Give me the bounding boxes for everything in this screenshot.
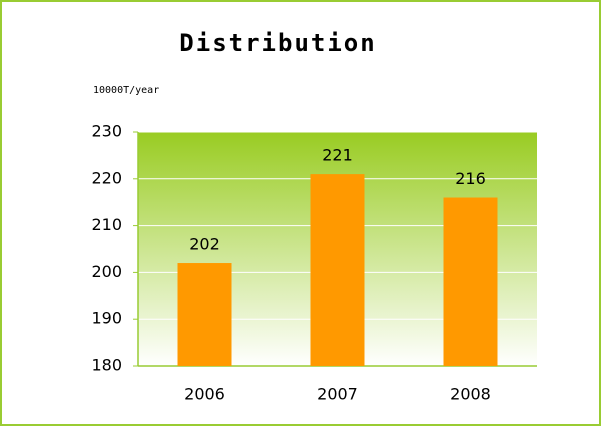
bar (310, 174, 365, 366)
y-tick-label: 180 (91, 356, 122, 375)
data-label: 216 (455, 169, 486, 188)
y-tick-label: 190 (91, 309, 122, 328)
x-tick-label: 2008 (450, 385, 491, 404)
x-tick-label: 2006 (184, 385, 225, 404)
bar (177, 263, 232, 366)
chart-title: Distribution (179, 29, 376, 57)
data-label: 202 (189, 235, 220, 254)
y-tick-label: 230 (91, 122, 122, 141)
data-label: 221 (322, 146, 353, 165)
y-tick-label: 210 (91, 215, 122, 234)
y-tick-label: 200 (91, 262, 122, 281)
x-tick-label: 2007 (317, 385, 358, 404)
y-axis-label: 10000T/year (93, 85, 159, 96)
bar (443, 197, 498, 366)
y-tick-label: 220 (91, 168, 122, 187)
